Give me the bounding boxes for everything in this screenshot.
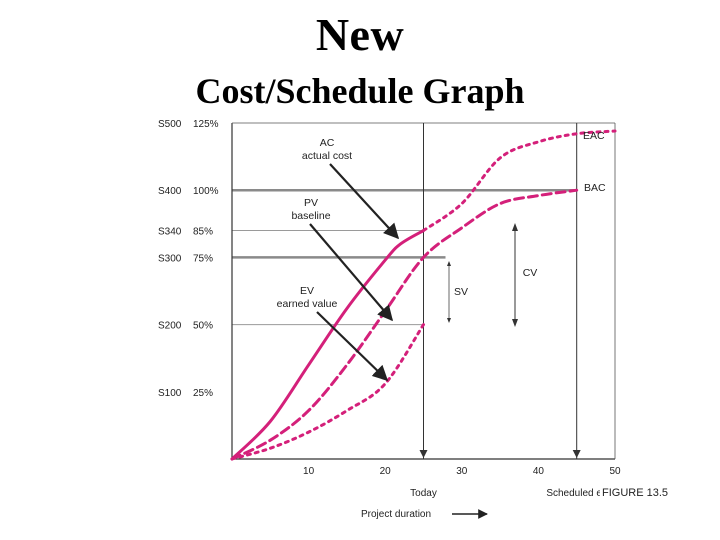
y-tick-pct-125: 125% [193, 119, 219, 130]
series-eac-line [422, 129, 617, 233]
series-ac-line [230, 229, 425, 461]
x-tick-30: 30 [456, 466, 468, 477]
page-title: New [315, 9, 405, 60]
sv-label: SV [454, 286, 468, 298]
pv-pointer-arrow [309, 223, 394, 322]
x-tick-10: 10 [303, 466, 315, 477]
x-tick-50: 50 [609, 466, 621, 477]
figure-label: FIGURE 13.5 [600, 487, 671, 499]
sv-arrow-down [447, 318, 451, 323]
y-tick-pct-85: 85% [193, 227, 213, 238]
page-subtitle: Cost/Schedule Graph [195, 71, 525, 111]
y-tick-dollar-125: S500 [158, 119, 182, 130]
y-tick-pct-50: 50% [193, 321, 213, 332]
ac-pointer-arrow [329, 163, 400, 240]
ac-label: AC [320, 137, 335, 149]
cv-arrow-up [512, 223, 518, 231]
today-arrow [419, 450, 428, 458]
y-tick-pct-100: 100% [193, 186, 219, 197]
y-tick-dollar-85: S340 [158, 227, 182, 238]
pv-sublabel: baseline [291, 210, 330, 222]
y-tick-pct-75: 75% [193, 253, 213, 264]
y-tick-dollar-100: S400 [158, 186, 182, 197]
bac-label: BAC [584, 182, 606, 194]
x-tick-20: 20 [380, 466, 392, 477]
y-tick-dollar-50: S200 [158, 321, 182, 332]
y-tick-dollar-25: S100 [158, 388, 182, 399]
cv-label: CV [523, 267, 538, 279]
ev-sublabel: earned value [277, 298, 338, 310]
today-label: Today [410, 488, 437, 499]
series-pv-line [230, 188, 579, 461]
cv-arrow-down [512, 319, 518, 327]
pv-label: PV [304, 197, 318, 209]
sv-arrow-up [447, 261, 451, 266]
x-tick-40: 40 [533, 466, 545, 477]
eac-label: EAC [583, 130, 605, 142]
scheduled-end-label: Scheduled end [546, 488, 613, 499]
ac-sublabel: actual cost [302, 150, 352, 162]
series-ev-line [230, 323, 425, 461]
y-tick-pct-25: 25% [193, 388, 213, 399]
x-axis-title: Project duration [361, 509, 431, 520]
ev-label: EV [300, 285, 314, 297]
scheduled-end-arrow [572, 450, 581, 458]
ev-pointer-arrow [316, 311, 389, 382]
y-tick-dollar-75: S300 [158, 253, 182, 264]
